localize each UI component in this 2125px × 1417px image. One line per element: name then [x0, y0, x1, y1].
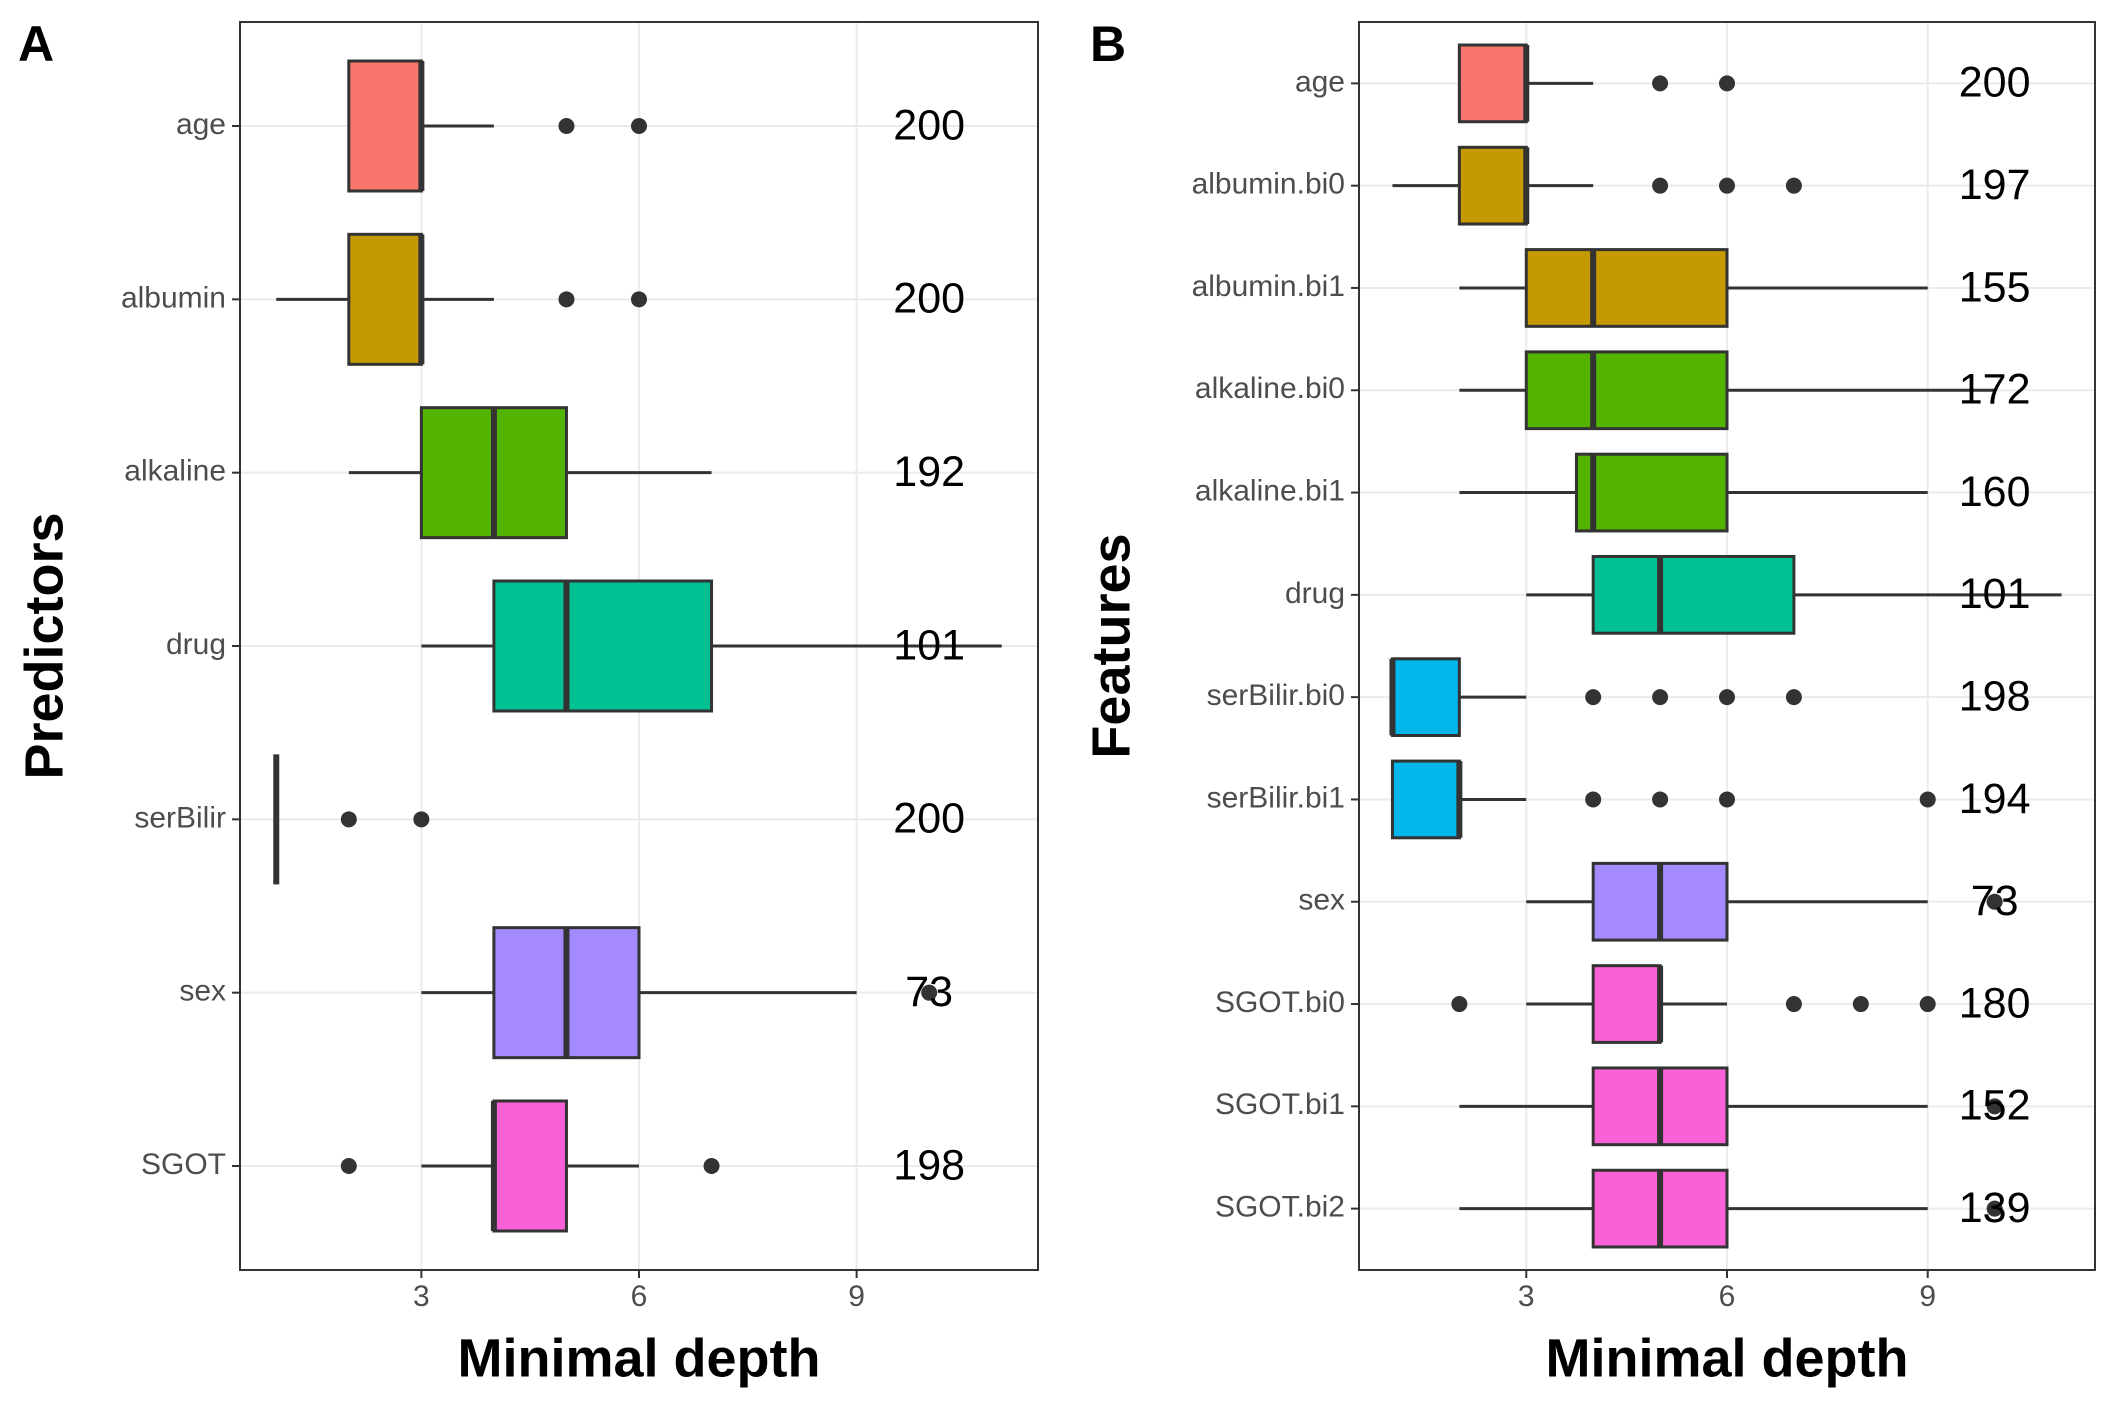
outlier [558, 291, 575, 308]
outlier [1785, 689, 1802, 706]
count-label: 155 [1959, 263, 2031, 311]
box [1457, 145, 1528, 226]
outlier [1919, 791, 1936, 808]
outlier [1451, 996, 1468, 1013]
panel-border [239, 21, 1039, 1271]
count-label: 152 [1959, 1082, 2031, 1130]
y-tick-label: serBilir.bi0 [1207, 679, 1345, 712]
count-label: 200 [893, 275, 965, 323]
y-axis-title: Predictors [14, 512, 74, 779]
box [1574, 452, 1729, 533]
outlier [413, 811, 430, 828]
box [1524, 248, 1729, 328]
y-tick-label: SGOT [141, 1148, 226, 1181]
y-tick-label: albumin.bi0 [1192, 168, 1345, 201]
y-tick-label: alkaline.bi0 [1195, 372, 1345, 405]
x-tick-label: 9 [1919, 1280, 1936, 1313]
x-tick-label: 6 [631, 1280, 648, 1313]
outlier [703, 1158, 720, 1174]
outlier [1719, 791, 1735, 808]
outlier [1652, 689, 1669, 706]
x-axis-title: Minimal depth [1546, 1328, 1909, 1388]
count-label: 101 [1959, 570, 2031, 618]
outlier [1719, 689, 1735, 706]
count-label: 192 [893, 448, 965, 496]
count-label: 180 [1959, 979, 2031, 1027]
y-tick-label: albumin.bi1 [1192, 270, 1345, 303]
x-tick-label: 3 [1518, 1280, 1535, 1313]
box [1524, 350, 1729, 431]
count-label: 139 [1959, 1184, 2031, 1232]
y-tick-label: alkaline.bi1 [1195, 474, 1345, 507]
y-tick-label: alkaline [124, 455, 226, 488]
outlier [1652, 791, 1669, 808]
outlier [631, 118, 647, 134]
y-tick-label: serBilir [134, 801, 226, 834]
count-label: 172 [1959, 366, 2031, 414]
count-label: 200 [1959, 59, 2031, 107]
y-tick-label: SGOT.bi0 [1215, 986, 1345, 1019]
outlier [1785, 996, 1802, 1013]
count-label: 200 [893, 795, 965, 843]
outlier [1986, 1200, 2003, 1217]
x-tick-label: 3 [413, 1280, 430, 1313]
outlier [1986, 893, 2003, 910]
panel-border [1358, 21, 2096, 1271]
box [1591, 964, 1662, 1044]
count-label: 200 [893, 101, 965, 149]
y-tick-label: sex [1298, 884, 1345, 917]
outlier [1585, 791, 1602, 808]
outlier [1585, 689, 1602, 706]
box [347, 59, 423, 193]
y-tick-label: SGOT.bi1 [1215, 1088, 1345, 1121]
box [492, 1099, 568, 1233]
y-tick-label: sex [179, 975, 226, 1008]
count-label: 197 [1959, 161, 2031, 209]
outlier [1785, 177, 1802, 194]
outlier [1986, 1098, 2003, 1115]
x-axis-title: Minimal depth [458, 1328, 821, 1388]
outlier [1719, 75, 1735, 92]
y-tick-label: drug [166, 628, 226, 661]
x-tick-label: 9 [848, 1280, 865, 1313]
count-label: 73 [905, 968, 953, 1016]
box [1390, 759, 1461, 840]
y-tick-label: serBilir.bi1 [1207, 781, 1345, 814]
outlier [340, 1158, 357, 1174]
count-label: 101 [893, 621, 965, 669]
box [1591, 554, 1796, 635]
y-tick-label: albumin [121, 281, 226, 314]
count-label: 160 [1959, 468, 2031, 516]
count-label: 73 [1971, 877, 2019, 925]
panel-label: A [18, 16, 54, 72]
box [347, 232, 423, 366]
y-tick-label: SGOT.bi2 [1215, 1191, 1345, 1224]
y-axis-title: Features [1081, 533, 1141, 758]
count-label: 198 [1959, 673, 2031, 721]
outlier [631, 291, 647, 308]
outlier [1719, 177, 1735, 194]
outlier [1652, 177, 1669, 194]
box [1457, 43, 1528, 124]
count-label: 194 [1959, 775, 2031, 823]
count-label: 198 [893, 1141, 965, 1189]
y-tick-label: age [176, 108, 226, 141]
outlier [921, 984, 938, 1001]
outlier [1652, 75, 1669, 92]
box [492, 579, 714, 713]
outlier [1919, 996, 1936, 1013]
x-tick-label: 6 [1719, 1280, 1736, 1313]
y-tick-label: age [1295, 65, 1345, 98]
outlier [340, 811, 357, 828]
box [1390, 657, 1461, 738]
y-tick-label: drug [1285, 577, 1345, 610]
outlier [558, 118, 575, 134]
panel-label: B [1090, 16, 1126, 72]
outlier [1852, 996, 1869, 1013]
